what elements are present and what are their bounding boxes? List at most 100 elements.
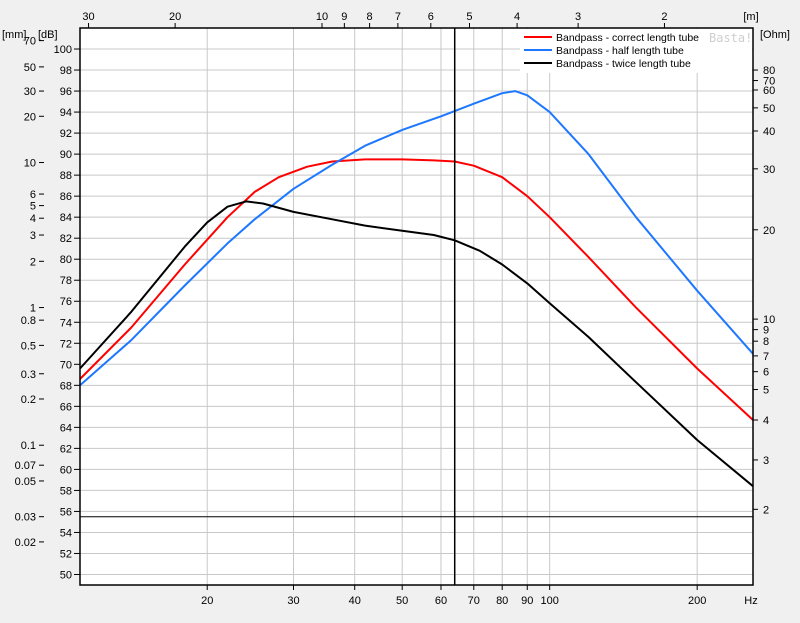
top-tick-label-5: 5 [466, 11, 472, 23]
ohm-axis-unit-label: [Ohm] [760, 29, 790, 41]
watermark: Basta! [709, 31, 752, 45]
ohm-tick-label-30: 30 [763, 164, 775, 176]
db-tick-label-62: 62 [60, 443, 72, 455]
mm-tick-label-50: 50 [24, 62, 36, 74]
ohm-tick-label-80: 80 [763, 65, 775, 77]
mm-tick-label-10: 10 [24, 158, 36, 170]
x-tick-label-90: 90 [521, 595, 533, 607]
top-tick-label-4: 4 [514, 11, 520, 23]
mm-axis-unit-label: [mm] [2, 29, 26, 41]
wavelength-axis: 30 20 10 9 8 7 6 5 4 3 2 [82, 11, 668, 28]
db-tick-label-70: 70 [60, 359, 72, 371]
db-tick-label-72: 72 [60, 338, 72, 350]
mm-tick-label-20: 20 [24, 111, 36, 123]
ohm-tick-label-50: 50 [763, 103, 775, 115]
top-tick-label-6: 6 [428, 11, 434, 23]
db-tick-label-74: 74 [60, 317, 72, 329]
mm-tick-label-0.05: 0.05 [15, 476, 36, 488]
mm-tick-label-5: 5 [30, 201, 36, 213]
db-tick-label-54: 54 [60, 527, 72, 539]
top-tick-label-20: 20 [169, 11, 181, 23]
ohm-tick-label-60: 60 [763, 85, 775, 97]
db-tick-label-96: 96 [60, 86, 72, 98]
x-tick-label-70: 70 [468, 595, 480, 607]
mm-tick-label-70: 70 [24, 36, 36, 48]
db-tick-label-100: 100 [54, 44, 72, 56]
series-line-1 [79, 158, 754, 421]
x-axis-unit-label: Hz [744, 595, 757, 607]
top-axis-unit-label: [m] [743, 11, 758, 23]
mm-tick-label-0.3: 0.3 [21, 369, 36, 381]
top-tick-label-30: 30 [82, 11, 94, 23]
mm-tick-label-0.07: 0.07 [15, 460, 36, 472]
frequency-axis: 20 30 40 50 60 70 80 90 100 200 [201, 585, 706, 607]
mm-tick-label-30: 30 [24, 86, 36, 98]
db-tick-label-92: 92 [60, 128, 72, 140]
top-tick-label-9: 9 [341, 11, 347, 23]
db-tick-label-76: 76 [60, 296, 72, 308]
ohm-tick-label-6: 6 [763, 367, 769, 379]
db-tick-label-80: 80 [60, 254, 72, 266]
db-tick-label-90: 90 [60, 149, 72, 161]
db-tick-label-94: 94 [60, 107, 72, 119]
x-tick-label-50: 50 [396, 595, 408, 607]
ohm-tick-label-10: 10 [763, 314, 775, 326]
top-tick-label-7: 7 [395, 11, 401, 23]
x-tick-label-80: 80 [496, 595, 508, 607]
db-tick-label-68: 68 [60, 380, 72, 392]
legend-label-3: Bandpass - twice length tube [556, 58, 691, 70]
db-tick-label-50: 50 [60, 569, 72, 581]
mm-tick-label-0.5: 0.5 [21, 340, 36, 352]
series-lines [79, 90, 754, 487]
plot-frame [79, 27, 754, 586]
ohm-tick-label-70: 70 [763, 76, 775, 88]
ohm-tick-label-3: 3 [763, 455, 769, 467]
ohm-tick-label-40: 40 [763, 126, 775, 138]
ohm-tick-label-8: 8 [763, 336, 769, 348]
plot-area [80, 28, 753, 585]
series-line-3 [79, 200, 754, 487]
legend: Basta! Bandpass - correct length tubeBan… [520, 29, 752, 73]
legend-label-2: Bandpass - half length tube [556, 45, 684, 57]
db-tick-label-58: 58 [60, 485, 72, 497]
x-tick-label-200: 200 [688, 595, 706, 607]
spl-db-axis: 50 52 54 56 58 60 62 64 66 68 70 72 74 76 78 80 82 84 86 88… [54, 44, 80, 581]
x-tick-label-20: 20 [201, 595, 213, 607]
ohm-tick-label-5: 5 [763, 385, 769, 397]
excursion-mm-axis: 70 50 30 20 10 654 3 2 10.8 0.5 0.3 0.2 0.1 0.07 0.05 0… [15, 36, 44, 549]
top-tick-label-8: 8 [367, 11, 373, 23]
db-tick-label-88: 88 [60, 170, 72, 182]
mm-tick-label-6: 6 [30, 189, 36, 201]
series-line-2 [79, 90, 754, 387]
mm-tick-label-0.8: 0.8 [21, 315, 36, 327]
db-tick-label-84: 84 [60, 212, 72, 224]
db-tick-label-98: 98 [60, 65, 72, 77]
top-tick-label-2: 2 [661, 11, 667, 23]
x-tick-label-60: 60 [435, 595, 447, 607]
mm-tick-label-3: 3 [30, 230, 36, 242]
mm-tick-label-0.1: 0.1 [21, 440, 36, 452]
cursor-crosshair[interactable] [80, 28, 753, 585]
db-tick-label-64: 64 [60, 422, 72, 434]
db-tick-label-78: 78 [60, 275, 72, 287]
mm-tick-label-4: 4 [30, 213, 36, 225]
top-tick-label-10: 10 [316, 11, 328, 23]
db-tick-label-66: 66 [60, 401, 72, 413]
top-tick-label-3: 3 [575, 11, 581, 23]
ohm-tick-label-9: 9 [763, 325, 769, 337]
mm-tick-label-0.02: 0.02 [15, 537, 36, 549]
mm-tick-label-2: 2 [30, 256, 36, 268]
mm-tick-label-0.03: 0.03 [15, 512, 36, 524]
x-tick-label-40: 40 [349, 595, 361, 607]
mm-tick-label-0.2: 0.2 [21, 394, 36, 406]
db-tick-label-56: 56 [60, 506, 72, 518]
ohm-tick-label-20: 20 [763, 225, 775, 237]
ohm-tick-label-2: 2 [763, 504, 769, 516]
legend-label-1: Bandpass - correct length tube [556, 32, 699, 44]
db-axis-unit-label: [dB] [38, 29, 58, 41]
grid [80, 28, 753, 585]
db-tick-label-52: 52 [60, 548, 72, 560]
ohm-tick-label-4: 4 [763, 415, 769, 427]
